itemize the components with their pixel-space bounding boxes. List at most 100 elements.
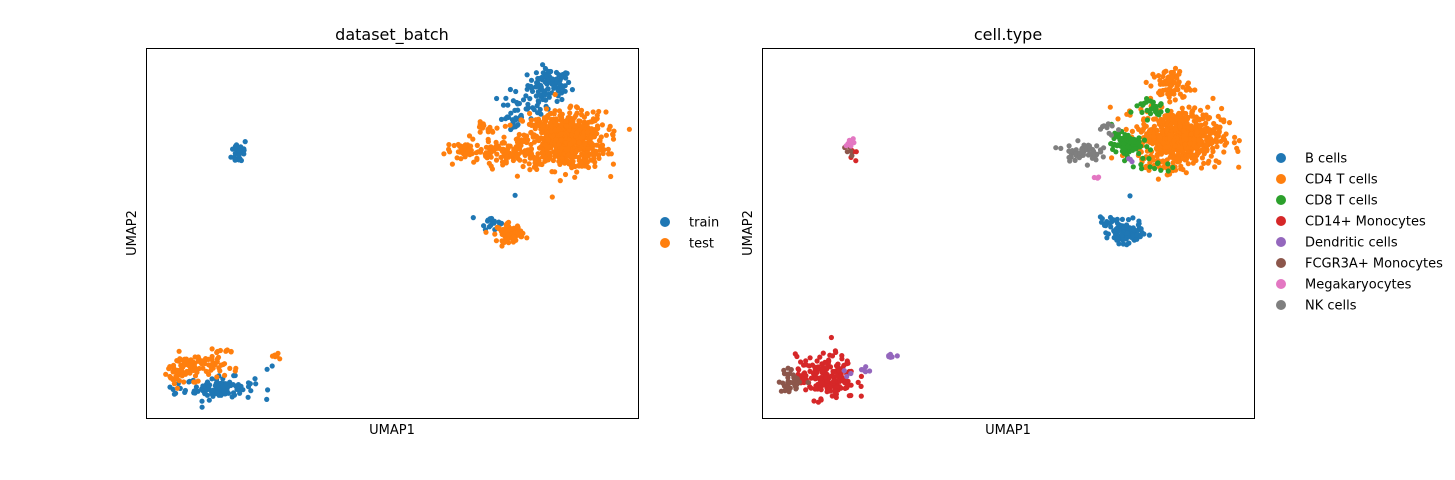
scatter-point-test xyxy=(582,140,588,147)
scatter-point-test xyxy=(205,356,211,362)
scatter-point-test xyxy=(588,135,594,141)
scatter-point-cd14-monocytes xyxy=(837,378,843,384)
scatter-point-cd4-t-cells xyxy=(1199,128,1205,135)
scatter-point-train xyxy=(233,383,239,389)
scatter-point-test xyxy=(567,141,573,147)
scatter-point-cd8-t-cells xyxy=(1121,147,1127,154)
scatter-point-cd14-monocytes xyxy=(858,383,864,389)
scatter-point-test xyxy=(458,156,464,162)
panel-1-title: dataset_batch xyxy=(335,25,449,45)
scatter-point-cd8-t-cells xyxy=(1129,138,1135,144)
scatter-point-cd4-t-cells xyxy=(1236,164,1242,170)
scatter-point-b-cells xyxy=(1127,193,1133,199)
scatter-point-megakaryocytes xyxy=(1095,174,1101,181)
scatter-point-cd4-t-cells xyxy=(1157,119,1163,125)
scatter-point-b-cells xyxy=(1104,235,1110,241)
scatter-point-b-cells xyxy=(1138,227,1144,233)
scatter-point-test xyxy=(569,118,575,124)
legend-marker xyxy=(1276,174,1286,184)
panel-2-title: cell.type xyxy=(974,25,1042,44)
scatter-point-cd4-t-cells xyxy=(1186,153,1192,159)
scatter-point-test xyxy=(506,240,512,246)
scatter-point-train xyxy=(523,93,529,99)
scatter-point-cd4-t-cells xyxy=(1193,144,1199,151)
scatter-point-train xyxy=(193,384,199,390)
scatter-point-test xyxy=(565,152,572,158)
scatter-point-test xyxy=(481,123,487,129)
scatter-point-nk-cells xyxy=(1105,121,1111,127)
scatter-point-train xyxy=(566,79,572,85)
scatter-point-cd8-t-cells xyxy=(1141,137,1148,143)
scatter-point-test xyxy=(558,122,564,128)
scatter-point-cd4-t-cells xyxy=(1181,94,1187,100)
legend-label: Megakaryocytes xyxy=(1305,278,1412,293)
panel-1-legend: train test xyxy=(660,216,719,252)
scatter-point-b-cells xyxy=(1114,216,1120,222)
scatter-point-b-cells xyxy=(1120,237,1126,243)
scatter-point-test xyxy=(544,116,550,122)
scatter-point-fcgr3a-monocytes xyxy=(849,153,855,159)
scatter-point-cd4-t-cells xyxy=(1172,97,1178,103)
scatter-point-test xyxy=(581,114,588,120)
legend-label: B cells xyxy=(1305,152,1347,167)
scatter-point-dendritic-cells xyxy=(867,368,873,374)
scatter-point-train xyxy=(470,215,476,221)
scatter-point-cd14-monocytes xyxy=(836,368,842,374)
scatter-point-train xyxy=(182,387,188,394)
scatter-point-b-cells xyxy=(1116,241,1122,247)
scatter-point-cd8-t-cells xyxy=(1125,149,1131,155)
scatter-point-cd4-t-cells xyxy=(1205,104,1211,110)
scatter-point-cd4-t-cells xyxy=(1190,155,1197,161)
scatter-point-cd4-t-cells xyxy=(1168,132,1175,138)
scatter-point-test xyxy=(502,229,508,235)
scatter-point-train xyxy=(528,77,535,83)
scatter-point-train xyxy=(538,75,544,82)
scatter-point-cd4-t-cells xyxy=(1197,107,1204,113)
scatter-point-test xyxy=(601,147,607,153)
scatter-point-cd4-t-cells xyxy=(1199,155,1205,161)
scatter-point-cd4-t-cells xyxy=(1172,65,1179,71)
scatter-point-cd4-t-cells xyxy=(1147,127,1153,133)
scatter-point-test xyxy=(464,151,470,157)
scatter-point-nk-cells xyxy=(1116,127,1122,133)
scatter-point-test xyxy=(171,381,177,387)
scatter-point-cd4-t-cells xyxy=(1185,161,1191,167)
scatter-point-train xyxy=(559,96,565,103)
scatter-point-test xyxy=(524,139,530,146)
scatter-point-test xyxy=(507,122,513,128)
scatter-point-test xyxy=(603,132,610,138)
scatter-point-cd4-t-cells xyxy=(1155,176,1161,182)
scatter-point-cd4-t-cells xyxy=(1170,155,1176,161)
scatter-point-megakaryocytes xyxy=(851,140,857,146)
scatter-point-cd4-t-cells xyxy=(1212,164,1218,170)
scatter-point-nk-cells xyxy=(1084,162,1090,168)
scatter-point-cd8-t-cells xyxy=(1147,147,1154,153)
scatter-point-train xyxy=(238,157,244,164)
scatter-point-cd4-t-cells xyxy=(1154,127,1160,133)
scatter-point-test xyxy=(605,146,611,152)
scatter-point-cd8-t-cells xyxy=(1143,99,1149,105)
scatter-point-test xyxy=(535,122,542,128)
scatter-point-cd4-t-cells xyxy=(1156,73,1162,79)
scatter-point-cd4-t-cells xyxy=(1200,147,1207,153)
scatter-point-cd8-t-cells xyxy=(1113,149,1119,155)
scatter-point-cd14-monocytes xyxy=(818,375,824,381)
legend-marker xyxy=(1276,216,1286,226)
scatter-point-dendritic-cells xyxy=(841,368,847,374)
scatter-point-cd4-t-cells xyxy=(1180,118,1186,124)
scatter-point-cd4-t-cells xyxy=(1141,125,1147,132)
scatter-point-test xyxy=(474,142,480,148)
scatter-point-test xyxy=(503,155,509,161)
scatter-point-test xyxy=(531,164,538,170)
scatter-point-cd14-monocytes xyxy=(807,355,813,361)
scatter-point-cd8-t-cells xyxy=(1170,164,1176,171)
scatter-point-cd8-t-cells xyxy=(1146,156,1152,162)
scatter-point-cd4-t-cells xyxy=(1164,126,1170,133)
scatter-point-train xyxy=(536,92,542,98)
scatter-point-test xyxy=(574,169,580,175)
scatter-point-cd8-t-cells xyxy=(1144,144,1150,150)
scatter-point-train xyxy=(199,404,205,410)
scatter-point-fcgr3a-monocytes xyxy=(782,388,788,394)
scatter-point-cd8-t-cells xyxy=(1122,158,1128,164)
scatter-point-cd4-t-cells xyxy=(1172,126,1178,132)
